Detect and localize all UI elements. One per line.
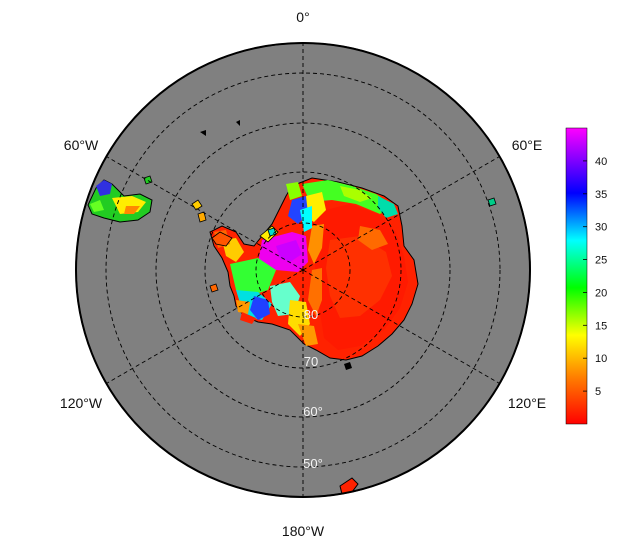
longitude-labels: 0° 60°E 120°E 180°W 120°W 60°W <box>60 9 546 539</box>
colorbar-ticks: 5 10 15 20 25 30 35 40 <box>583 156 607 398</box>
colorbar-tick-label: 40 <box>595 156 607 168</box>
lon-label-60w: 60°W <box>64 137 99 153</box>
meridian-line <box>302 156 500 271</box>
colorbar-tick-label: 5 <box>595 386 601 398</box>
meridian-line <box>106 156 304 271</box>
latitude-circle <box>255 222 351 318</box>
lon-label-0: 0° <box>296 9 309 25</box>
colorbar-gradient <box>565 127 588 425</box>
colorbar: 5 10 15 20 25 30 35 40 <box>565 127 607 425</box>
south-america-landmass <box>87 179 153 223</box>
colorbar-tick-label: 10 <box>595 353 607 365</box>
colorbar-tick-label: 15 <box>595 320 607 332</box>
globe-outline <box>75 42 531 498</box>
colorbar-tick-label: 20 <box>595 287 607 299</box>
antarctica-landmass <box>209 177 419 361</box>
latitude-circle <box>155 122 451 418</box>
lon-label-120w: 120°W <box>60 395 103 411</box>
lon-label-180w: 180°W <box>282 523 325 539</box>
lon-label-60e: 60°E <box>512 137 543 153</box>
latitude-circle <box>204 171 402 369</box>
graticule <box>105 43 501 497</box>
lat-label-80: 80 <box>304 307 318 322</box>
lon-label-120e: 120°E <box>508 395 546 411</box>
colorbar-tick-label: 30 <box>595 222 607 234</box>
lat-label-60: 60° <box>303 404 323 419</box>
colorbar-tick-label: 35 <box>595 189 607 201</box>
land-layer <box>87 120 497 495</box>
colorbar-tick-label: 25 <box>595 255 607 267</box>
meridian-line <box>106 269 304 384</box>
lat-label-70: 70 <box>304 354 318 369</box>
latitude-labels: 80 70 60° 50° <box>303 307 323 471</box>
sub-antarctic-islands <box>143 120 497 495</box>
lat-label-50: 50° <box>303 456 323 471</box>
meridian-line <box>302 269 500 384</box>
